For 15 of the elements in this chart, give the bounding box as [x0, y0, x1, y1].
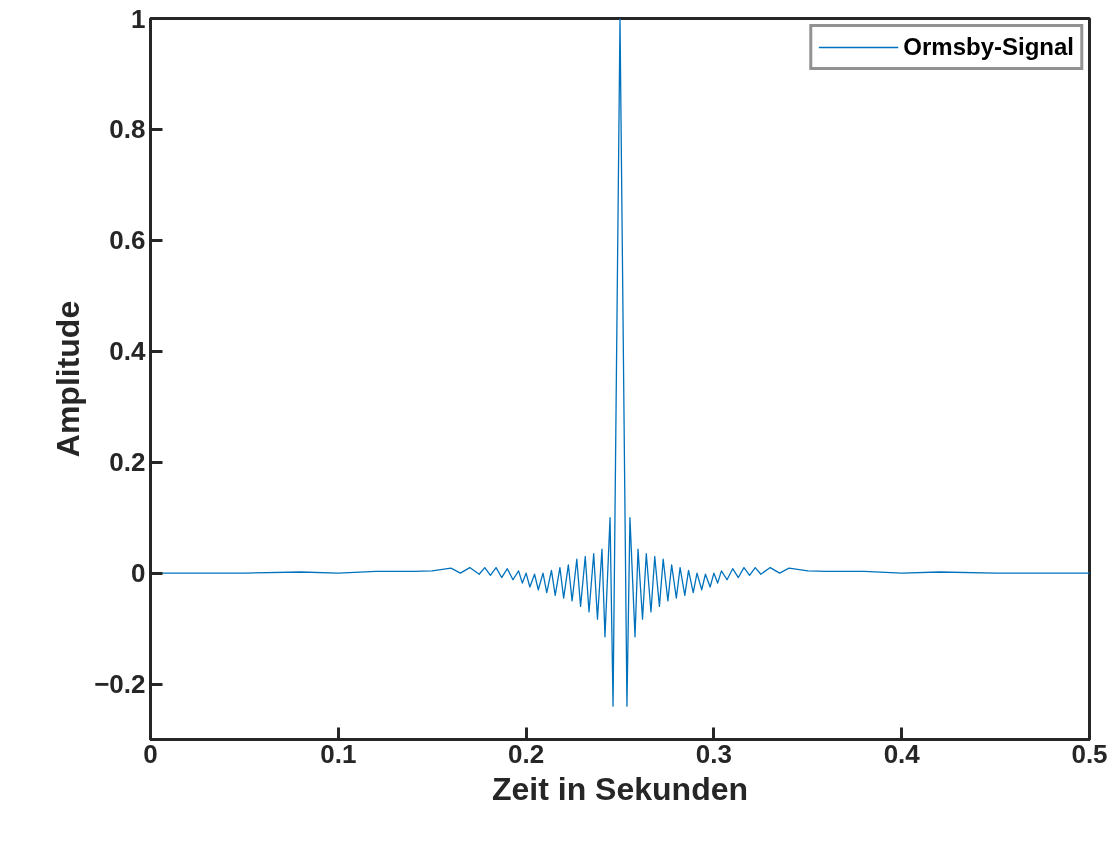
x-tick-label: 0.3 [695, 738, 732, 769]
x-tick-label: 0.4 [883, 738, 921, 769]
y-tick-label: 1 [131, 3, 146, 34]
y-axis-title: Amplitude [50, 300, 87, 458]
y-tick-label: 0.6 [109, 225, 146, 256]
y-tick-label: 0.8 [109, 114, 146, 145]
x-tick-label: 0.1 [320, 738, 357, 769]
x-tick-label: 0.2 [508, 738, 545, 769]
x-tick-label: 0.5 [1071, 738, 1108, 769]
x-axis-title: Zeit in Sekunden [491, 770, 749, 807]
y-tick-label: 0 [131, 558, 146, 589]
y-tick-label: 0.2 [109, 447, 146, 478]
legend-label: Ormsby-Signal [903, 33, 1074, 61]
y-tick-label: −0.2 [94, 669, 146, 700]
y-tick-label: 0.4 [109, 336, 147, 367]
